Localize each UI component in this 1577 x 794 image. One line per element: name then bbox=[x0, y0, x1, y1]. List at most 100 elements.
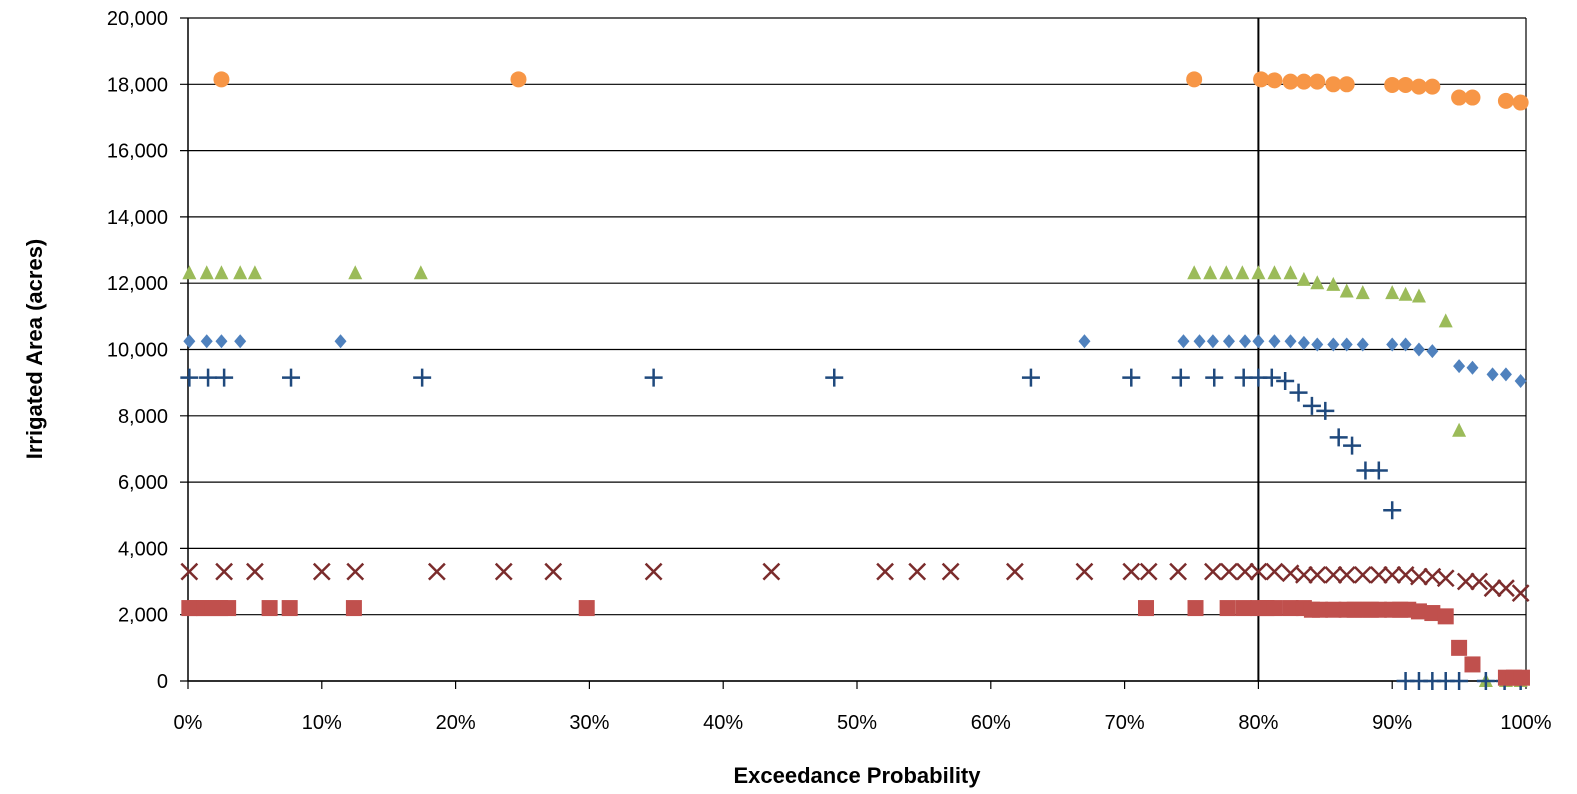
square-point bbox=[1464, 656, 1481, 673]
square-point bbox=[1219, 600, 1236, 617]
circle-point bbox=[1424, 78, 1441, 95]
triangle-point bbox=[1339, 283, 1354, 298]
x-point bbox=[1236, 562, 1254, 581]
y-tick-label: 4,000 bbox=[118, 538, 168, 560]
x-axis-title: Exceedance Probability bbox=[734, 763, 982, 788]
x-point bbox=[1383, 566, 1402, 584]
x-tick-label: 60% bbox=[971, 712, 1011, 734]
diamond-point bbox=[1177, 334, 1190, 349]
diamond-point bbox=[1386, 337, 1399, 352]
x-point bbox=[876, 562, 894, 581]
square-point bbox=[1282, 600, 1299, 617]
x-point bbox=[1511, 584, 1530, 603]
x-point bbox=[1075, 562, 1094, 581]
triangle-point bbox=[1438, 313, 1453, 328]
square-point bbox=[220, 600, 237, 617]
plus-point bbox=[1171, 368, 1190, 387]
square-point bbox=[281, 600, 298, 617]
plus-point bbox=[180, 368, 199, 387]
plus-point bbox=[1329, 428, 1348, 447]
plus-point bbox=[1450, 672, 1469, 690]
circle-point bbox=[1309, 73, 1326, 90]
circle-point bbox=[1266, 72, 1283, 89]
triangle-point bbox=[413, 265, 428, 280]
plus-point bbox=[1476, 672, 1495, 690]
diamond-point bbox=[1340, 337, 1353, 352]
x-point bbox=[941, 562, 960, 581]
square-point bbox=[1370, 601, 1387, 618]
square-point bbox=[578, 600, 595, 617]
square-point bbox=[1138, 600, 1155, 617]
triangle-point bbox=[1310, 275, 1325, 290]
circle-point bbox=[1497, 92, 1514, 109]
square-point bbox=[1325, 601, 1342, 618]
diamond-point bbox=[183, 334, 196, 349]
x-point bbox=[544, 562, 563, 581]
diamond-point bbox=[1486, 367, 1499, 382]
x-point bbox=[1337, 566, 1356, 584]
x-point bbox=[1324, 566, 1343, 584]
plus-point bbox=[282, 368, 301, 387]
diamond-point bbox=[1284, 334, 1297, 349]
triangle-point bbox=[1398, 286, 1413, 301]
triangle-point bbox=[1283, 265, 1298, 280]
diamond-point bbox=[1514, 373, 1527, 388]
square-point bbox=[1235, 600, 1252, 617]
triangle-point bbox=[1326, 276, 1341, 291]
x-point bbox=[1169, 562, 1188, 581]
triangle-point bbox=[182, 265, 197, 280]
x-point bbox=[1005, 562, 1024, 581]
plus-point bbox=[1122, 368, 1141, 387]
x-tick-label: 20% bbox=[436, 712, 476, 734]
plus-point bbox=[1021, 368, 1040, 387]
square-point bbox=[1266, 600, 1283, 617]
x-tick-label: 40% bbox=[703, 712, 743, 734]
x-point bbox=[1249, 562, 1268, 581]
x-tick-label: 80% bbox=[1238, 712, 1278, 734]
x-tick-label: 30% bbox=[569, 712, 609, 734]
x-tick-label: 0% bbox=[174, 712, 203, 734]
square-point bbox=[1187, 600, 1204, 617]
x-point bbox=[1265, 562, 1284, 581]
diamond-point bbox=[1252, 334, 1265, 349]
plus-point bbox=[644, 368, 663, 387]
square-point bbox=[1437, 608, 1454, 625]
diamond-point bbox=[1356, 337, 1369, 352]
axes bbox=[187, 18, 1527, 689]
plus-point bbox=[199, 368, 218, 387]
diamond-point bbox=[215, 334, 228, 349]
circle-point bbox=[1186, 71, 1203, 88]
triangle-point bbox=[214, 265, 229, 280]
square-point bbox=[1311, 601, 1328, 618]
triangle-point bbox=[1251, 265, 1266, 280]
y-tick-label: 18,000 bbox=[107, 74, 168, 96]
diamond-point bbox=[1297, 335, 1310, 350]
tick-labels: 0 2,000 4,000 6,000 8,000 10,000 12,000 14,000 1… bbox=[107, 8, 1552, 734]
data-points bbox=[180, 71, 1530, 690]
x-point bbox=[246, 562, 264, 581]
x-point bbox=[1122, 562, 1141, 581]
triangle-point bbox=[1235, 265, 1250, 280]
diamond-point bbox=[1499, 367, 1512, 382]
y-tick-label: 12,000 bbox=[107, 273, 168, 295]
diamond-point bbox=[1239, 334, 1252, 349]
diamond-point bbox=[1311, 337, 1324, 352]
triangle-point bbox=[233, 265, 248, 280]
plus-point bbox=[215, 368, 234, 387]
circle-point bbox=[213, 71, 230, 88]
triangle-point bbox=[1203, 265, 1218, 280]
x-point bbox=[1204, 562, 1222, 581]
y-tick-label: 6,000 bbox=[118, 472, 168, 494]
x-tick-label: 100% bbox=[1500, 712, 1551, 734]
diamond-point bbox=[1268, 334, 1281, 349]
triangle-point bbox=[1296, 271, 1311, 286]
square-point bbox=[261, 600, 278, 617]
triangle-point bbox=[1452, 422, 1467, 437]
x-point bbox=[1220, 562, 1238, 581]
x-point bbox=[1483, 579, 1502, 598]
triangle-point bbox=[348, 265, 363, 280]
x-tick-label: 90% bbox=[1372, 712, 1412, 734]
x-point bbox=[494, 562, 513, 581]
x-point bbox=[1436, 569, 1455, 588]
